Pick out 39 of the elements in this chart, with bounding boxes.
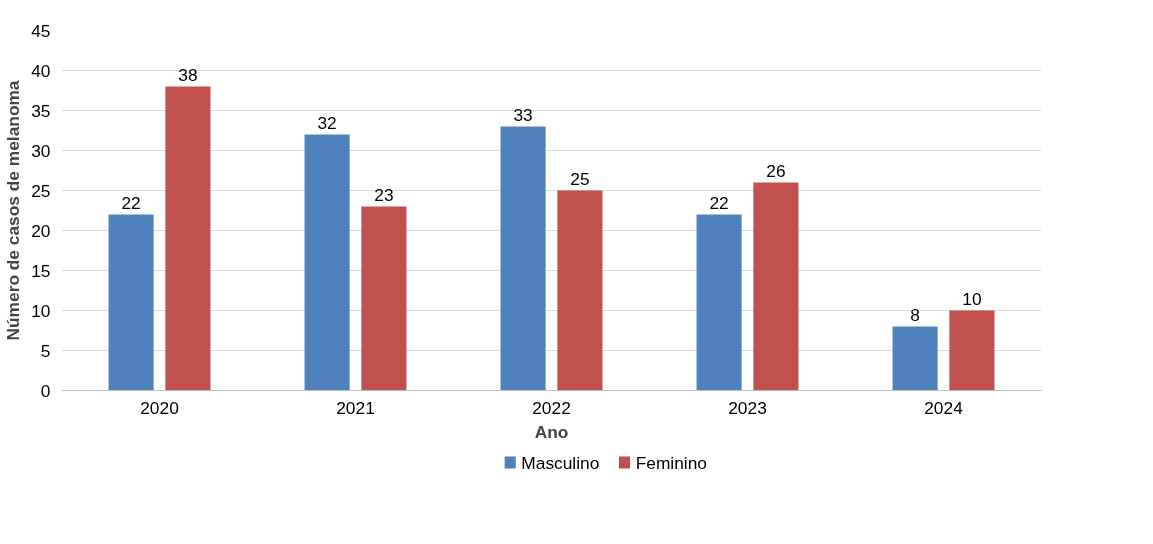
- x-tick-label: 2024: [924, 397, 964, 418]
- data-label: 38: [178, 64, 198, 85]
- data-label: 23: [374, 184, 394, 205]
- y-tick-label: 10: [31, 300, 51, 321]
- bar: [892, 326, 938, 391]
- data-label: 8: [910, 304, 920, 325]
- y-tick-label: 0: [40, 380, 51, 401]
- y-tick-label: 30: [31, 140, 51, 161]
- bar: [108, 214, 154, 391]
- y-tick-label: 45: [31, 20, 51, 41]
- data-label: 10: [962, 288, 982, 309]
- data-label: 25: [570, 168, 590, 189]
- bar: [949, 310, 995, 391]
- data-label: 33: [513, 104, 533, 125]
- bar: [696, 214, 742, 391]
- x-axis-title: Ano: [534, 421, 569, 442]
- legend-label: Masculino: [521, 452, 600, 473]
- bar: [753, 182, 799, 391]
- bar: [361, 206, 407, 391]
- x-tick-label: 2022: [532, 397, 571, 418]
- data-label: 26: [766, 160, 786, 181]
- y-axis-title: Número de casos de melanoma: [3, 80, 24, 341]
- data-label: 22: [709, 192, 729, 213]
- data-label: 32: [317, 112, 337, 133]
- y-tick-label: 5: [40, 340, 51, 361]
- y-tick-label: 15: [31, 260, 51, 281]
- data-label: 22: [121, 192, 141, 213]
- bar: [500, 126, 546, 391]
- x-tick-label: 2023: [728, 397, 767, 418]
- legend-label: Feminino: [635, 452, 707, 473]
- x-tick-label: 2020: [140, 397, 179, 418]
- y-tick-label: 20: [31, 220, 51, 241]
- y-tick-label: 25: [31, 180, 51, 201]
- bar: [557, 190, 603, 391]
- bar: [165, 86, 211, 391]
- x-tick-label: 2021: [336, 397, 375, 418]
- y-tick-label: 35: [31, 100, 51, 121]
- bar: [304, 134, 350, 391]
- y-tick-label: 40: [31, 60, 51, 81]
